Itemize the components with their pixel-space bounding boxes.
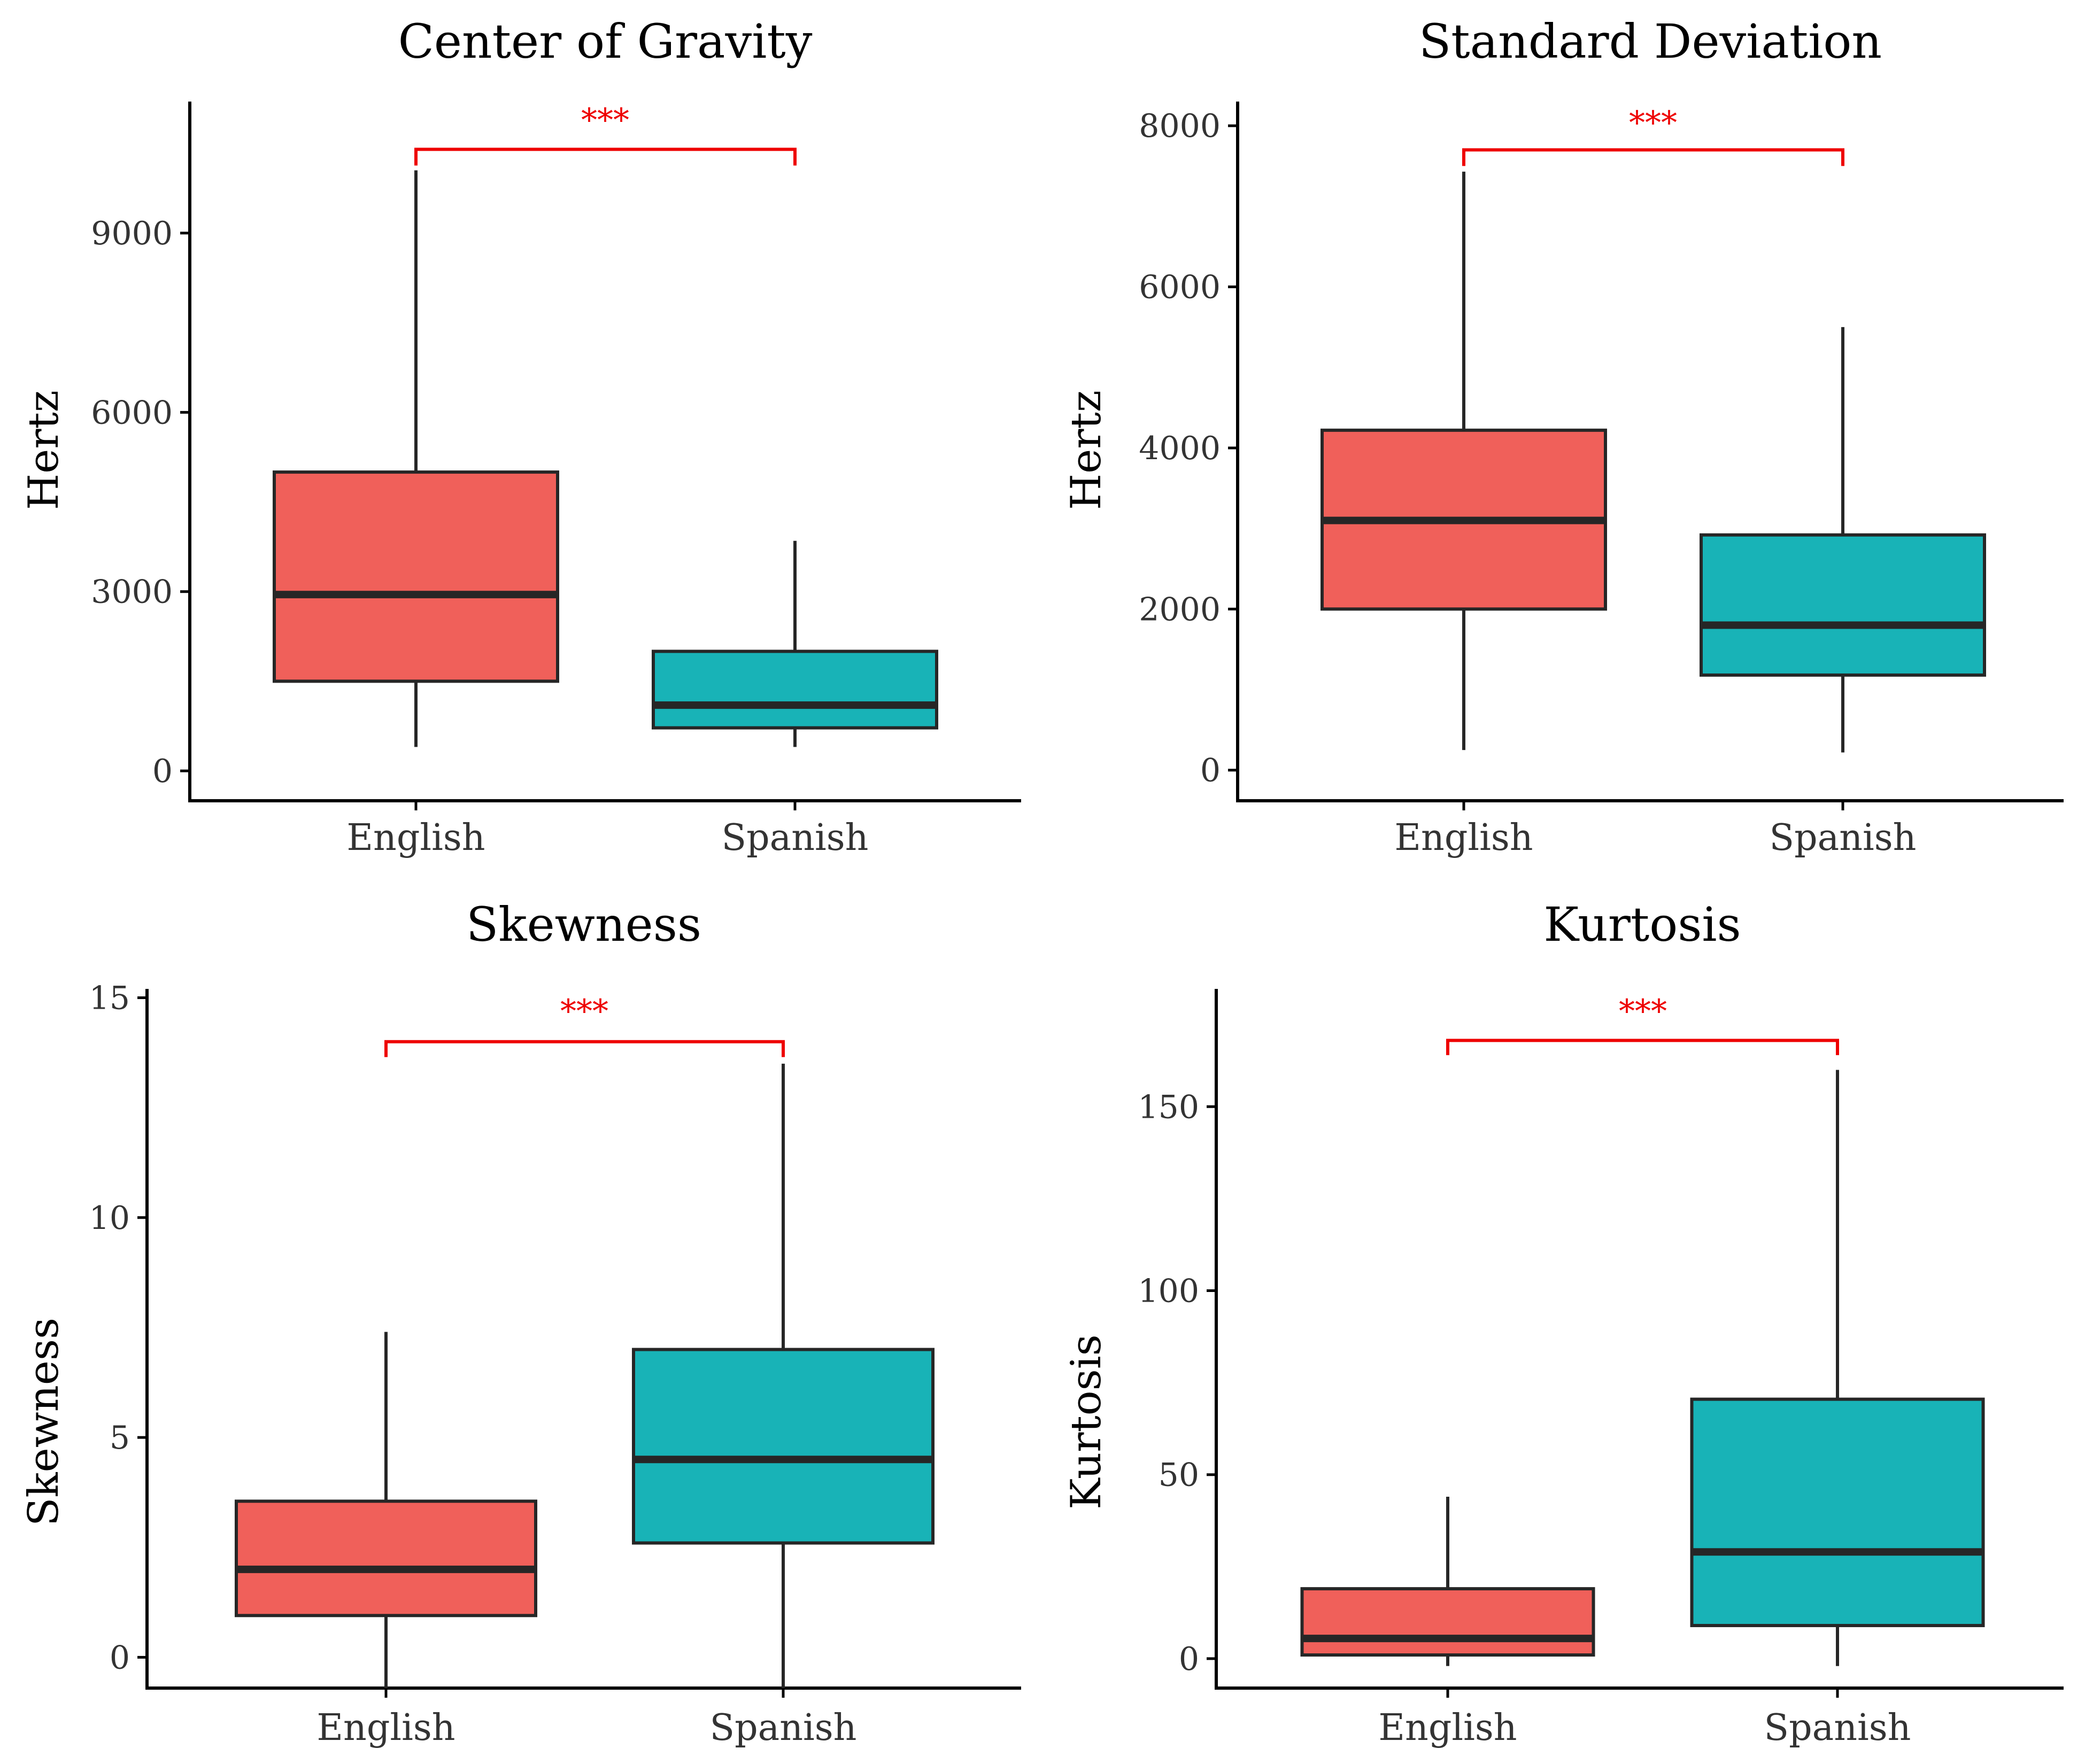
chart-standard-deviation: Standard Deviation Hertz English Spanish… (1062, 14, 2064, 859)
y-tick-label: 50 (1159, 1457, 1199, 1494)
panel-center-of-gravity: Center of Gravity Hertz English Spanish … (0, 0, 1042, 882)
significance-label: *** (1619, 993, 1667, 1030)
y-tick-label: 10 (89, 1200, 130, 1237)
chart-title: Skewness (466, 897, 701, 952)
y-tick-label: 6000 (91, 394, 173, 431)
chart-kurtosis: Kurtosis Kurtosis English Spanish *** 0 5… (1062, 897, 2064, 1749)
significance-bracket (1446, 1039, 1839, 1055)
y-tick-label: 100 (1138, 1273, 1199, 1310)
x-tick-label-english: English (346, 817, 485, 859)
box-english (273, 470, 559, 683)
x-tick-label-english: English (316, 1707, 455, 1749)
x-tick-label-spanish: Spanish (710, 1707, 857, 1749)
significance-bracket (384, 1040, 785, 1057)
y-axis-label: Skewness (20, 1318, 68, 1526)
chart-center-of-gravity: Center of Gravity Hertz English Spanish … (20, 14, 1021, 859)
y-axis-label: Hertz (1062, 390, 1110, 510)
y-tick-label: 5 (110, 1419, 130, 1457)
chart-title: Center of Gravity (398, 14, 813, 69)
significance-bracket (414, 148, 797, 166)
y-tick-label: 150 (1138, 1088, 1199, 1126)
chart-skewness: Skewness Skewness English Spanish *** 0 5… (20, 897, 1021, 1749)
x-tick-label-spanish: Spanish (1770, 817, 1917, 859)
plot-area: 0 50 100 150 (1138, 989, 2064, 1698)
box-spanish (652, 649, 938, 730)
y-tick-label: 6000 (1139, 269, 1221, 306)
significance-label: *** (581, 102, 629, 139)
box-spanish (1690, 1397, 1985, 1627)
y-tick-label: 4000 (1139, 430, 1221, 467)
y-axis-label: Kurtosis (1062, 1334, 1110, 1509)
significance-label: *** (560, 993, 608, 1030)
box-english (1300, 1587, 1595, 1657)
y-tick-label: 3000 (91, 574, 173, 611)
y-tick-label: 9000 (91, 215, 173, 252)
chart-title: Kurtosis (1543, 897, 1741, 952)
x-tick-label-english: English (1378, 1707, 1517, 1749)
x-tick-label-spanish: Spanish (1764, 1707, 1911, 1749)
panel-skewness: Skewness Skewness English Spanish *** 0 5… (0, 882, 1042, 1764)
x-tick-label-spanish: Spanish (722, 817, 869, 859)
y-tick-label: 8000 (1139, 107, 1221, 145)
y-axis-label: Hertz (20, 390, 68, 510)
y-tick-label: 0 (110, 1639, 130, 1676)
significance-label: *** (1629, 104, 1677, 142)
plot-area: 0 3000 6000 9000 (91, 102, 1021, 810)
y-tick-label: 0 (1179, 1641, 1199, 1678)
y-tick-label: 2000 (1139, 591, 1221, 628)
box-spanish (1700, 533, 1986, 677)
y-tick-label: 0 (152, 753, 173, 790)
panel-standard-deviation: Standard Deviation Hertz English Spanish… (1042, 0, 2085, 882)
plot-area: 0 2000 4000 6000 8000 (1139, 102, 2064, 810)
significance-bracket (1462, 148, 1844, 166)
x-tick-label-english: English (1394, 817, 1533, 859)
box-english (235, 1499, 537, 1618)
chart-title: Standard Deviation (1419, 14, 1882, 69)
plot-area: 0 5 10 15 (89, 979, 1021, 1698)
y-tick-label: 15 (89, 979, 130, 1017)
box-spanish (632, 1348, 935, 1545)
panel-kurtosis: Kurtosis Kurtosis English Spanish *** 0 5… (1042, 882, 2085, 1764)
y-tick-label: 0 (1200, 752, 1221, 790)
